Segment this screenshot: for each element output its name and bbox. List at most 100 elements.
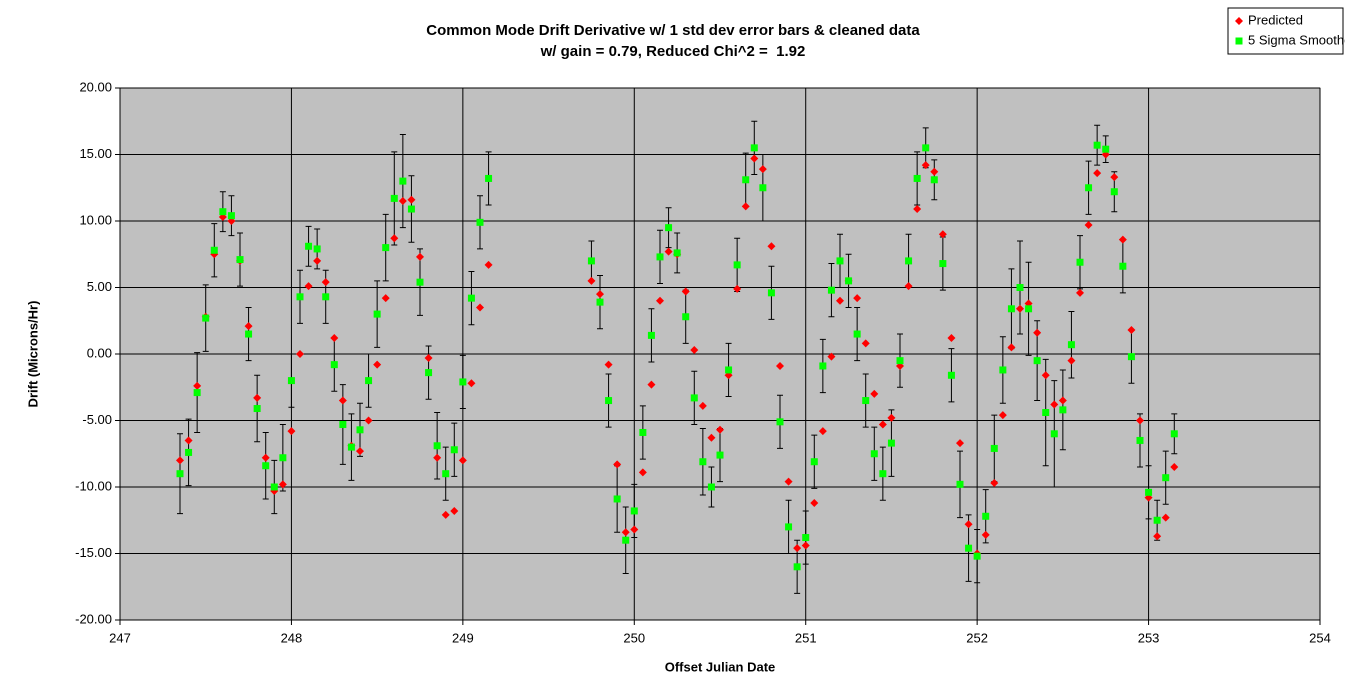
point bbox=[853, 294, 862, 303]
point bbox=[485, 174, 493, 182]
point bbox=[467, 379, 476, 388]
x-tick-label: 248 bbox=[281, 630, 303, 645]
point bbox=[442, 470, 450, 478]
point bbox=[613, 460, 622, 469]
point bbox=[450, 506, 459, 515]
point bbox=[1025, 305, 1033, 313]
point bbox=[938, 230, 947, 239]
point bbox=[776, 418, 784, 426]
y-tick-label: -10.00 bbox=[75, 478, 112, 493]
point bbox=[716, 451, 724, 459]
point bbox=[656, 296, 664, 305]
point bbox=[1067, 356, 1076, 365]
point bbox=[1110, 188, 1118, 196]
point bbox=[373, 310, 381, 318]
point bbox=[364, 416, 373, 425]
point bbox=[1136, 436, 1144, 444]
point bbox=[253, 393, 262, 402]
point bbox=[810, 498, 819, 507]
point bbox=[1127, 326, 1136, 335]
point bbox=[244, 322, 253, 331]
point bbox=[1093, 169, 1102, 178]
point bbox=[647, 331, 655, 339]
point bbox=[330, 334, 339, 343]
point bbox=[690, 346, 699, 355]
point bbox=[338, 396, 347, 405]
point bbox=[202, 314, 210, 322]
point bbox=[956, 439, 964, 448]
point bbox=[407, 195, 416, 204]
point bbox=[716, 425, 724, 434]
point bbox=[356, 426, 364, 434]
point bbox=[185, 448, 193, 456]
point bbox=[193, 389, 201, 397]
point bbox=[742, 176, 750, 184]
point bbox=[665, 224, 673, 232]
point bbox=[913, 174, 921, 182]
point bbox=[861, 339, 870, 348]
point bbox=[305, 242, 313, 250]
point bbox=[176, 470, 184, 478]
point bbox=[1170, 430, 1178, 438]
point bbox=[853, 330, 861, 338]
x-tick-label: 249 bbox=[452, 630, 474, 645]
point bbox=[639, 428, 647, 436]
point bbox=[1007, 343, 1016, 352]
point bbox=[416, 252, 424, 261]
point bbox=[321, 278, 330, 287]
chart-subtitle: w/ gain = 0.79, Reduced Chi^2 = 1.92 bbox=[540, 43, 806, 60]
point bbox=[484, 260, 493, 269]
point bbox=[973, 552, 981, 560]
point bbox=[733, 261, 741, 269]
point bbox=[879, 470, 887, 478]
point bbox=[862, 397, 870, 405]
y-tick-label: -15.00 bbox=[75, 545, 112, 560]
point bbox=[836, 296, 844, 305]
point bbox=[759, 184, 767, 192]
point bbox=[424, 353, 433, 362]
point bbox=[802, 534, 810, 542]
x-tick-label: 250 bbox=[623, 630, 645, 645]
point bbox=[682, 313, 690, 321]
point bbox=[458, 456, 467, 465]
point bbox=[1058, 396, 1067, 405]
point bbox=[1170, 463, 1179, 472]
point bbox=[1084, 220, 1093, 229]
point bbox=[262, 462, 270, 470]
point bbox=[176, 456, 184, 465]
point bbox=[236, 256, 244, 264]
point bbox=[1127, 353, 1135, 361]
point bbox=[467, 294, 475, 302]
point bbox=[433, 453, 442, 462]
point bbox=[681, 287, 690, 296]
point bbox=[922, 144, 930, 152]
point bbox=[741, 202, 750, 211]
point bbox=[1016, 284, 1024, 291]
point bbox=[664, 247, 673, 256]
point bbox=[261, 453, 270, 462]
point bbox=[193, 381, 202, 390]
point bbox=[698, 401, 707, 410]
point bbox=[827, 352, 836, 361]
y-tick-label: 20.00 bbox=[79, 79, 112, 94]
point bbox=[390, 194, 398, 202]
point bbox=[381, 294, 390, 303]
point bbox=[913, 205, 922, 214]
point bbox=[930, 176, 938, 184]
point bbox=[613, 495, 621, 503]
point bbox=[990, 444, 998, 452]
legend-box bbox=[1227, 7, 1344, 55]
point bbox=[870, 389, 879, 398]
point bbox=[965, 544, 973, 552]
point bbox=[947, 371, 955, 379]
point bbox=[690, 394, 698, 402]
point bbox=[1102, 145, 1110, 153]
legend-label: 5 Sigma Smoothed bbox=[1248, 32, 1345, 47]
point bbox=[304, 282, 313, 291]
legend-marker bbox=[1235, 37, 1243, 45]
point bbox=[339, 420, 347, 428]
point bbox=[373, 360, 382, 369]
point bbox=[1162, 474, 1170, 482]
x-tick-label: 253 bbox=[1138, 630, 1160, 645]
